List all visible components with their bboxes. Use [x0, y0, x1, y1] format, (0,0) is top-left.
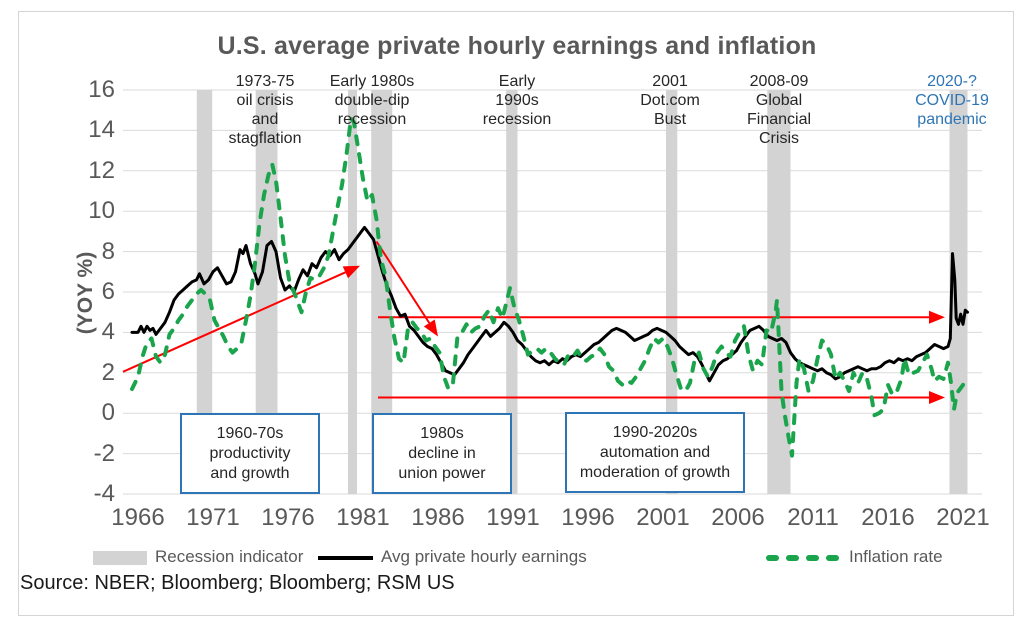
y-tick-label: 6: [101, 278, 115, 305]
legend-label-earnings: Avg private hourly earnings: [381, 547, 587, 566]
event-annotation: 1973-75 oil crisis and stagflation: [228, 73, 302, 147]
x-tick-label: 2016: [861, 504, 915, 531]
x-tick-label: 1986: [411, 504, 465, 531]
y-tick-label: 4: [101, 318, 115, 346]
y-tick-label: -2: [93, 439, 115, 467]
y-tick-label: -4: [93, 480, 115, 507]
era-box: 1990-2020s automation and moderation of …: [565, 412, 745, 493]
x-tick-label: 2006: [711, 504, 765, 531]
x-tick-label: 1966: [111, 504, 165, 531]
event-annotation: 2001 Dot.com Bust: [640, 73, 700, 128]
x-tick-label: 2001: [636, 504, 690, 531]
x-tick-label: 2021: [936, 504, 990, 531]
x-tick-label: 1976: [261, 504, 315, 531]
y-tick-label: 8: [101, 237, 115, 265]
event-annotation: 2020-? COVID-19 pandemic: [915, 73, 989, 128]
x-tick-label: 1971: [186, 504, 240, 531]
x-tick-label: 1996: [561, 504, 615, 531]
event-annotation: Early 1990s recession: [482, 73, 552, 128]
recession-indicator-swatch: [93, 551, 147, 565]
y-tick-label: 0: [101, 399, 115, 427]
event-annotation: 2008-09 Global Financial Crisis: [746, 73, 812, 147]
inflation-dashes-swatch: [766, 555, 839, 561]
x-tick-label: 1991: [486, 504, 540, 531]
x-tick-label: 2011: [787, 504, 839, 531]
legend-label-inflation: Inflation rate: [849, 547, 943, 566]
y-tick-label: 10: [88, 197, 115, 225]
legend-label-recession: Recession indicator: [155, 547, 304, 566]
y-tick-label: 2: [101, 358, 115, 386]
y-tick-label: 12: [88, 156, 115, 184]
x-tick-label: 1981: [336, 504, 390, 531]
event-annotation: Early 1980s double-dip recession: [329, 73, 415, 128]
source-line: Source: NBER; Bloomberg; Bloomberg; RSM …: [20, 572, 455, 594]
earnings-line-swatch: [318, 556, 373, 560]
era-box: 1980s decline in union power: [372, 413, 512, 494]
chart-title: U.S. average private hourly earnings and…: [217, 32, 817, 60]
figure-border: [18, 11, 1014, 616]
y-tick-label: 14: [88, 116, 115, 144]
era-box: 1960-70s productivity and growth: [180, 413, 320, 494]
y-tick-label: 16: [88, 76, 115, 103]
